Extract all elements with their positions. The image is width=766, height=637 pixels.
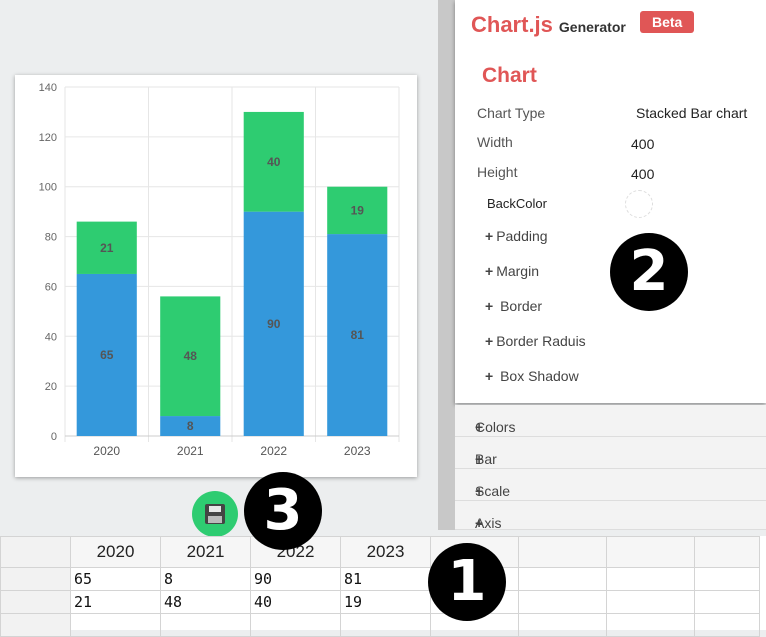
data-label: 81	[351, 328, 365, 342]
expander-border[interactable]: + Border	[485, 298, 543, 314]
grid-cell[interactable]	[70, 613, 161, 637]
grid-row-header	[0, 567, 71, 591]
annotation-badge-3: 3	[244, 472, 322, 550]
data-label: 48	[184, 349, 198, 363]
grid-cell[interactable]: 19	[340, 590, 431, 614]
x-tick-label: 2021	[177, 444, 204, 458]
x-tick-label: 2020	[93, 444, 120, 458]
data-grid: 2020 2021 2022 2023 65 8 90 81 21 48 40 …	[0, 536, 766, 637]
floppy-disk-icon	[205, 504, 225, 524]
y-tick-label: 140	[39, 82, 57, 94]
grid-header-cell[interactable]: 2023	[340, 536, 431, 568]
height-label: Height	[477, 164, 518, 180]
y-tick-label: 0	[51, 431, 57, 443]
y-tick-label: 20	[45, 381, 57, 393]
grid-cell[interactable]	[518, 590, 607, 614]
bar-segment	[160, 416, 221, 436]
grid-cell[interactable]: 65	[70, 567, 161, 591]
save-button[interactable]	[192, 491, 238, 537]
accordion-colors[interactable]: + Colors	[455, 405, 766, 437]
accordion-bar[interactable]: + Bar	[455, 437, 766, 469]
stacked-bar-chart: 0 20 40 60 80 100 120 140 65 21 2020 8 48 2021 90 40 202…	[39, 82, 400, 458]
data-label: 90	[267, 317, 281, 331]
x-tick-label: 2022	[260, 444, 287, 458]
backcolor-picker[interactable]	[625, 190, 653, 218]
x-tick-label: 2023	[344, 444, 371, 458]
expander-padding[interactable]: + Padding	[485, 228, 548, 244]
grid-header-cell[interactable]: 2020	[70, 536, 161, 568]
settings-panel: Chart.js Generator Beta Chart Chart Type …	[455, 0, 766, 403]
bar-segment	[243, 211, 304, 436]
grid-cell[interactable]: 48	[160, 590, 251, 614]
data-label: 21	[100, 241, 114, 255]
grid-header-cell[interactable]	[518, 536, 607, 568]
grid-cell[interactable]	[250, 613, 341, 637]
grid-cell[interactable]: 81	[340, 567, 431, 591]
grid-cell[interactable]	[340, 613, 431, 637]
grid-cell[interactable]: 40	[250, 590, 341, 614]
app-brand-sub: Generator	[558, 19, 626, 35]
grid-cell[interactable]	[694, 567, 760, 591]
expander-border-radius[interactable]: + Border Raduis	[485, 333, 586, 349]
chart-canvas: 0 20 40 60 80 100 120 140 65 21 2020 8 48 2021 90 40 202…	[15, 75, 417, 477]
accordion-scale[interactable]: + Scale	[455, 469, 766, 501]
grid-cell[interactable]: 8	[160, 567, 251, 591]
grid-cell[interactable]	[518, 613, 607, 637]
panel-splitter[interactable]	[438, 0, 455, 530]
grid-cell[interactable]	[694, 613, 760, 637]
data-label: 19	[351, 203, 365, 217]
backcolor-label: BackColor	[487, 196, 547, 211]
width-input[interactable]: 400	[631, 136, 655, 152]
y-tick-label: 60	[45, 281, 57, 293]
y-tick-label: 120	[39, 132, 57, 144]
bar-segment	[76, 221, 137, 274]
grid-header-cell[interactable]: 2021	[160, 536, 251, 568]
grid-header-cell[interactable]	[694, 536, 760, 568]
width-label: Width	[477, 134, 513, 150]
grid-corner-cell	[0, 536, 71, 568]
section-title-chart: Chart	[482, 64, 537, 87]
bar-segment	[160, 296, 221, 417]
grid-cell[interactable]: 90	[250, 567, 341, 591]
grid-cell[interactable]	[518, 567, 607, 591]
y-tick-label: 40	[45, 331, 57, 343]
data-label: 40	[267, 155, 281, 169]
data-label: 8	[187, 419, 194, 433]
grid-cell[interactable]: 21	[70, 590, 161, 614]
bar-segment	[327, 234, 388, 436]
chart-preview-area: 0 20 40 60 80 100 120 140 65 21 2020 8 48 2021 90 40 202…	[0, 0, 438, 530]
grid-row-header	[0, 590, 71, 614]
grid-cell[interactable]	[606, 590, 695, 614]
y-tick-label: 100	[39, 182, 57, 194]
grid-cell[interactable]	[606, 613, 695, 637]
bar-segment	[76, 273, 137, 436]
expander-margin[interactable]: + Margin	[485, 263, 539, 279]
beta-badge: Beta	[640, 11, 695, 33]
accordion-axis[interactable]: + Axis	[455, 501, 766, 531]
expander-box-shadow[interactable]: + Box Shadow	[485, 368, 579, 384]
grid-row-header	[0, 613, 71, 637]
bar-segment	[327, 186, 388, 235]
bar-segment	[243, 111, 304, 212]
annotation-badge-1: 1	[428, 543, 506, 621]
y-tick-label: 80	[45, 232, 57, 244]
height-input[interactable]: 400	[631, 166, 655, 182]
app-brand: Chart.js Generator	[471, 12, 626, 37]
chart-type-label: Chart Type	[477, 105, 546, 121]
annotation-badge-2: 2	[610, 233, 688, 311]
grid-cell[interactable]	[606, 567, 695, 591]
chart-type-select[interactable]: Stacked Bar chart	[636, 105, 748, 121]
grid-header-cell[interactable]	[606, 536, 695, 568]
grid-cell[interactable]	[694, 590, 760, 614]
data-label: 65	[100, 348, 114, 362]
grid-cell[interactable]	[160, 613, 251, 637]
